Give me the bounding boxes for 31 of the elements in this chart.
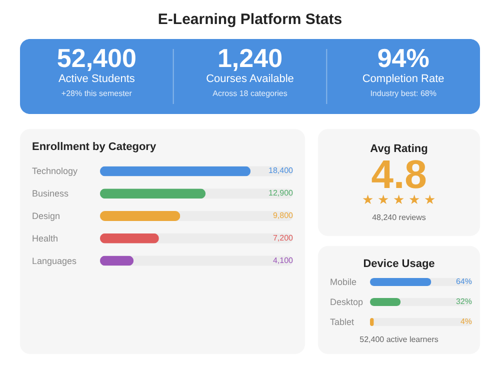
data-label: 18,400	[268, 166, 294, 176]
y-tick-label: Technology	[32, 166, 78, 176]
data-label: 32%	[456, 297, 472, 306]
y-tick-label: Business	[32, 188, 70, 199]
text: Industry best: 68%	[370, 89, 436, 98]
data-label: 64%	[456, 277, 472, 286]
text: Across 18 categories	[212, 89, 288, 98]
text: Avg Rating	[370, 143, 428, 155]
chart-title: Device Usage	[363, 258, 435, 270]
y-tick-label: Tablet	[330, 317, 355, 327]
y-tick-label: Languages	[32, 256, 78, 266]
data-label: 4%	[460, 317, 472, 326]
y-tick-label: Design	[32, 211, 60, 221]
text: Active Students	[58, 73, 136, 85]
text: Courses Available	[206, 73, 294, 85]
text: +28% this semester	[61, 89, 132, 98]
text: 52,400	[56, 43, 136, 73]
chart-title: Enrollment by Category	[32, 141, 157, 153]
text: 48,240 reviews	[372, 213, 426, 222]
text: 94%	[377, 43, 430, 73]
data-label: 9,800	[272, 211, 294, 220]
text: 1,240	[217, 43, 283, 73]
data-label: 4,100	[272, 256, 294, 265]
text: E-Learning Platform Stats	[158, 11, 342, 28]
text: Completion Rate	[362, 73, 444, 85]
y-tick-label: Health	[32, 233, 58, 244]
y-tick-label: Desktop	[330, 297, 364, 307]
text: 52,400 active learners	[360, 335, 438, 344]
y-tick-label: Mobile	[330, 277, 357, 287]
data-label: 7,200	[272, 233, 294, 242]
data-label: 12,900	[268, 188, 294, 198]
